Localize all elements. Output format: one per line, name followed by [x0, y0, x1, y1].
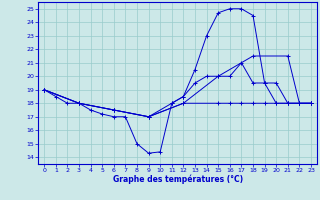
X-axis label: Graphe des températures (°C): Graphe des températures (°C) — [113, 175, 243, 184]
